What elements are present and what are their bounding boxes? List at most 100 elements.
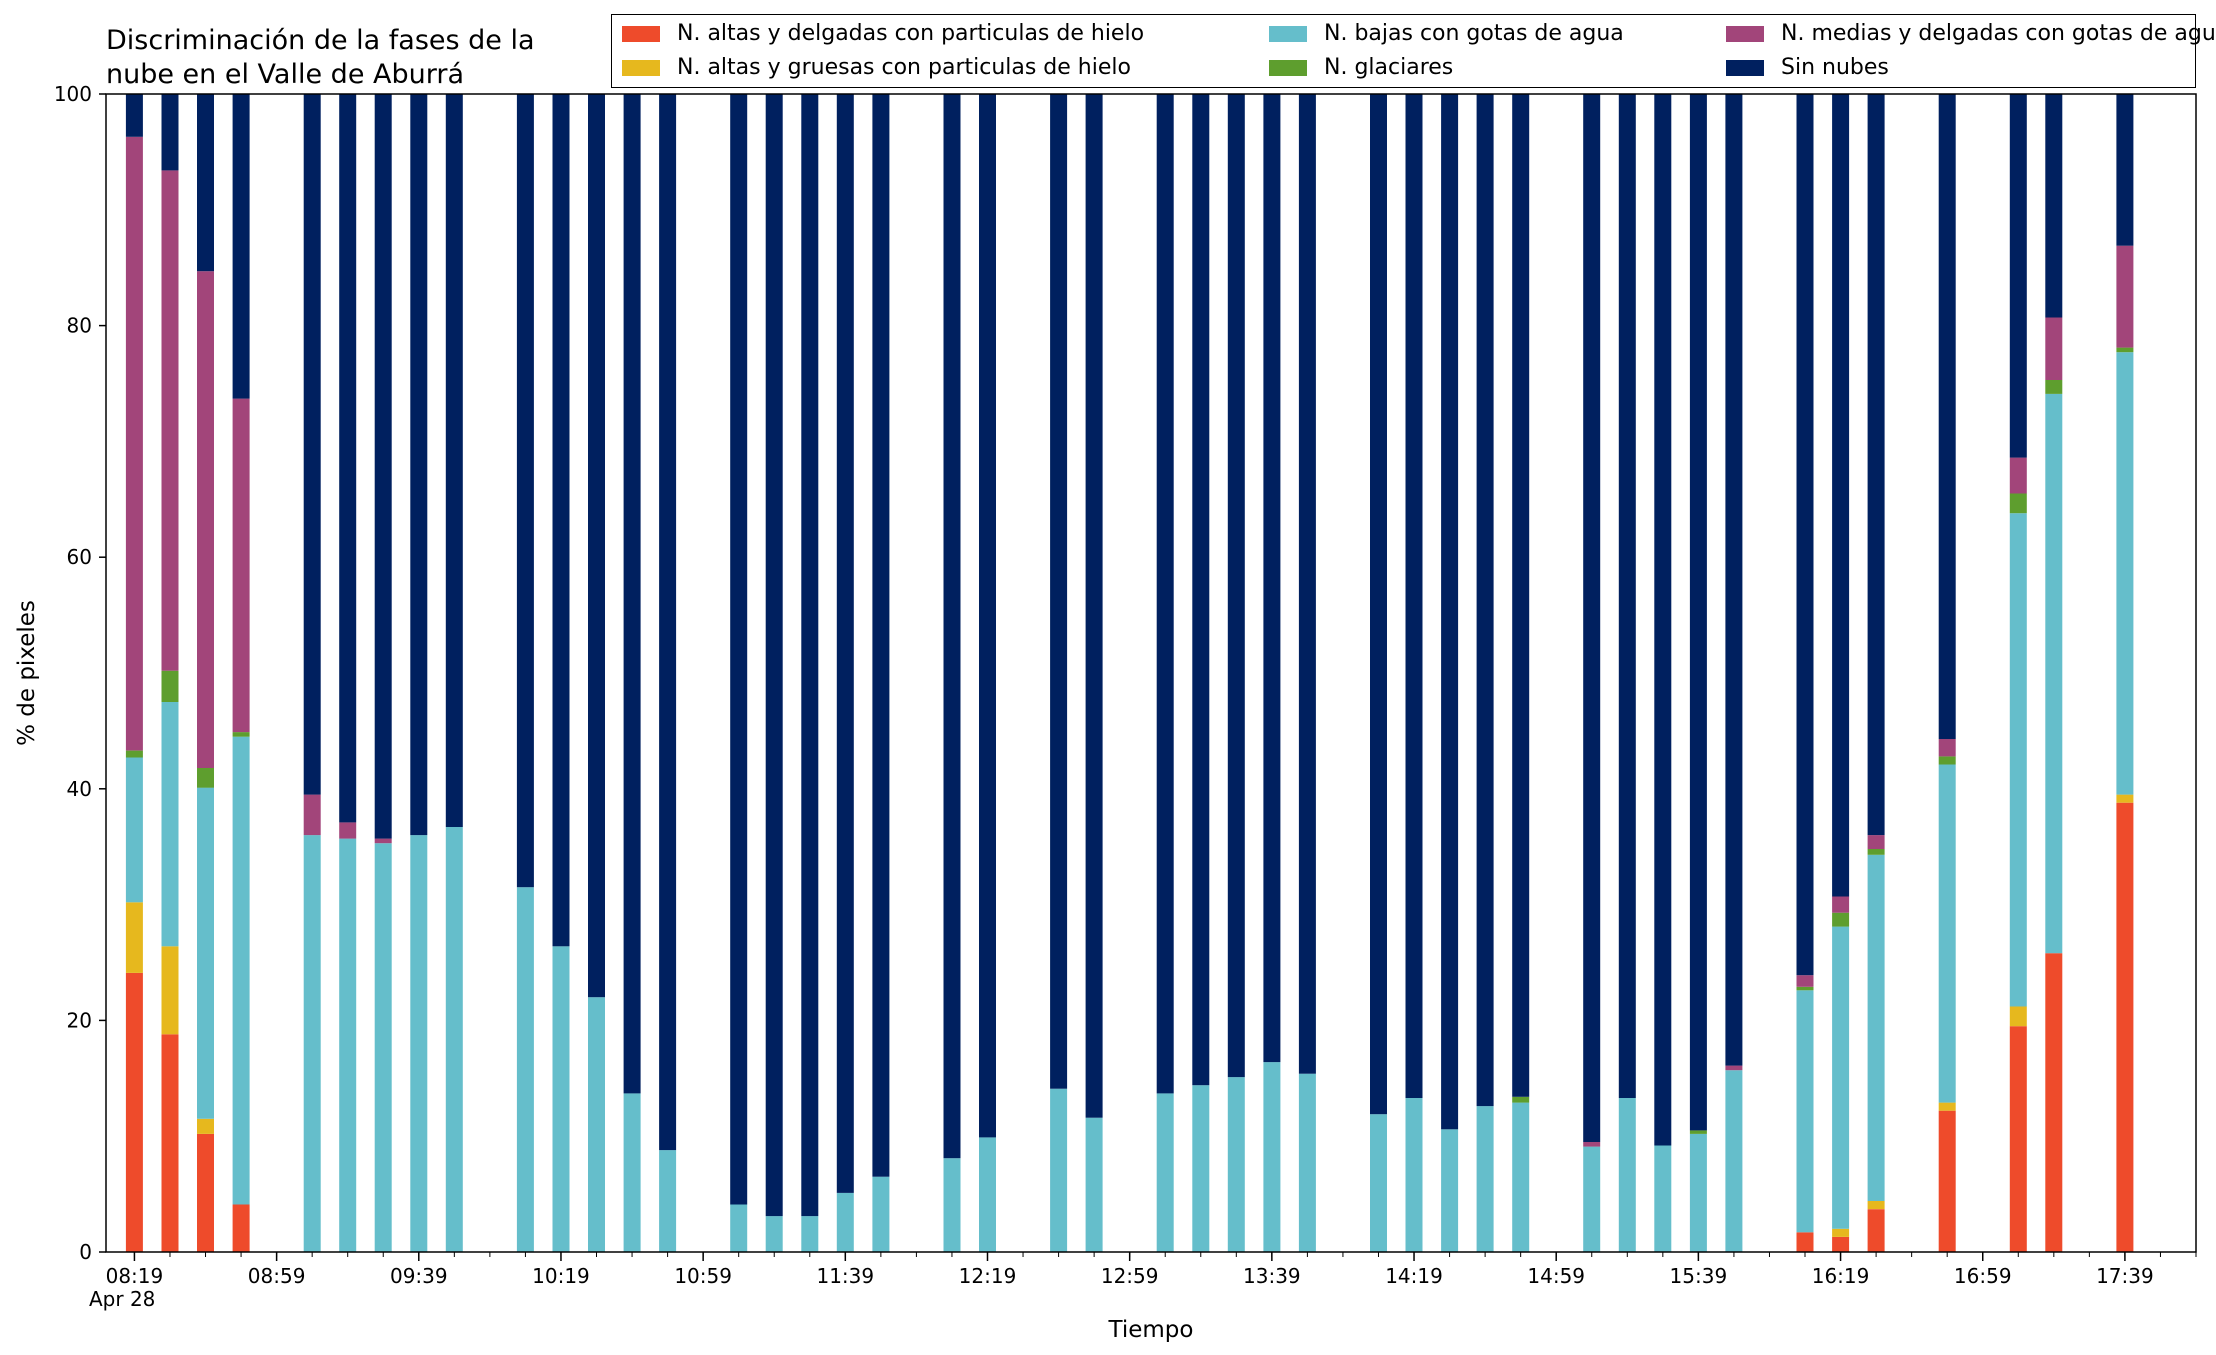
bar-segment: [197, 94, 214, 272]
bar-layer: [125, 94, 2134, 1252]
y-tick-label: 40: [67, 777, 92, 801]
bar-segment: [1227, 1077, 1245, 1252]
bar-segment: [339, 822, 357, 839]
legend-label: N. medias y delgadas con gotas de agua: [1781, 21, 2216, 46]
x-tick-label: 16:19: [1812, 1264, 1870, 1288]
bar-segment: [1796, 986, 1814, 991]
bar-segment: [1867, 854, 1885, 1201]
y-axis-label: % de pixeles: [14, 600, 40, 746]
bar-segment: [374, 843, 392, 1252]
bar-segment: [303, 94, 321, 795]
x-tick-label: 08:59: [248, 1264, 306, 1288]
bar-segment: [125, 136, 143, 751]
bar-segment: [2116, 347, 2134, 353]
x-tick-label: 14:59: [1527, 1264, 1585, 1288]
bar-segment: [552, 946, 570, 1252]
bar-segment: [659, 1150, 677, 1252]
bar-segment: [1867, 94, 1885, 836]
bar-segment: [1405, 94, 1423, 1098]
legend-label: N. altas y delgadas con particulas de hi…: [677, 21, 1145, 46]
bar-segment: [1512, 1096, 1530, 1103]
bar-segment: [1796, 975, 1814, 987]
bar-segment: [730, 94, 748, 1205]
x-axis-label: Tiempo: [1108, 1317, 1194, 1343]
bar-segment: [1938, 1102, 1956, 1111]
bar-segment: [2045, 380, 2063, 394]
bar-segment: [197, 768, 214, 788]
bar-segment: [2009, 513, 2027, 1007]
bar-segment: [623, 94, 641, 1094]
bar-segment: [730, 1204, 748, 1252]
plot-frame: [105, 93, 2197, 1253]
bar-segment: [1405, 1098, 1423, 1252]
bar-segment: [1227, 94, 1245, 1078]
bar-segment: [1512, 94, 1530, 1097]
y-tick-label: 20: [67, 1008, 92, 1032]
bar-segment: [1192, 94, 1210, 1086]
bar-segment: [1832, 926, 1850, 1229]
bar-segment: [2009, 457, 2027, 494]
bar-segment: [2045, 953, 2063, 1252]
x-tick-label: 09:39: [390, 1264, 448, 1288]
bar-segment: [339, 94, 357, 823]
x-tick-label: 12:59: [1101, 1264, 1159, 1288]
bar-segment: [1832, 912, 1850, 927]
bar-segment: [1938, 94, 1956, 739]
bar-segment: [232, 94, 250, 399]
bar-segment: [836, 1192, 854, 1252]
bar-segment: [1867, 835, 1885, 849]
bar-segment: [765, 1216, 783, 1252]
bar-segment: [516, 887, 534, 1252]
bar-segment: [232, 732, 250, 737]
legend-swatch: [1269, 60, 1307, 76]
bar-segment: [1441, 94, 1459, 1130]
legend-label: N. glaciares: [1324, 55, 1454, 80]
bar-segment: [2116, 802, 2134, 1252]
bar-segment: [2116, 245, 2134, 348]
y-tick-label: 100: [54, 82, 92, 106]
chart-title: Discriminación de la fases de la nube en …: [106, 24, 535, 92]
bar-segment: [943, 94, 961, 1159]
x-tick-label: 10:59: [674, 1264, 732, 1288]
chart-title-line: Discriminación de la fases de la: [106, 25, 535, 56]
bar-segment: [2116, 352, 2134, 795]
bar-segment: [232, 1204, 250, 1252]
x-tick-label: 08:19: [106, 1264, 164, 1288]
bar-segment: [1476, 1106, 1494, 1252]
bar-segment: [339, 838, 357, 1252]
bar-segment: [2116, 94, 2134, 246]
bar-segment: [125, 902, 143, 973]
bar-segment: [552, 94, 570, 947]
bar-segment: [1832, 1228, 1850, 1237]
x-tick-label: 14:19: [1385, 1264, 1443, 1288]
bar-segment: [1867, 1209, 1885, 1252]
bar-segment: [1156, 94, 1174, 1094]
legend-swatch: [1269, 26, 1307, 42]
bar-segment: [516, 94, 534, 888]
bar-segment: [125, 757, 143, 903]
bar-segment: [445, 827, 463, 1252]
bar-segment: [1938, 739, 1956, 757]
bar-segment: [1725, 1065, 1743, 1071]
bar-segment: [1618, 1098, 1636, 1252]
bar-segment: [588, 94, 605, 998]
y-tick-label: 80: [67, 314, 92, 338]
bar-segment: [1938, 764, 1956, 1103]
bar-segment: [1867, 1201, 1885, 1210]
legend: N. altas y delgadas con particulas de hi…: [611, 14, 2216, 88]
bar-segment: [1085, 94, 1103, 1118]
x-tick-label: 16:59: [1954, 1264, 2012, 1288]
bar-segment: [374, 838, 392, 844]
bar-segment: [161, 170, 179, 671]
legend-swatch: [622, 60, 660, 76]
bar-segment: [943, 1158, 961, 1252]
bar-segment: [1263, 1062, 1281, 1252]
bar-segment: [1832, 896, 1850, 913]
bar-segment: [197, 271, 214, 768]
chart-title-line: nube en el Valle de Aburrá: [106, 59, 465, 90]
bar-segment: [303, 794, 321, 836]
bar-segment: [1583, 94, 1601, 1142]
bar-segment: [801, 94, 819, 1217]
bar-segment: [374, 94, 392, 839]
bar-segment: [125, 750, 143, 758]
